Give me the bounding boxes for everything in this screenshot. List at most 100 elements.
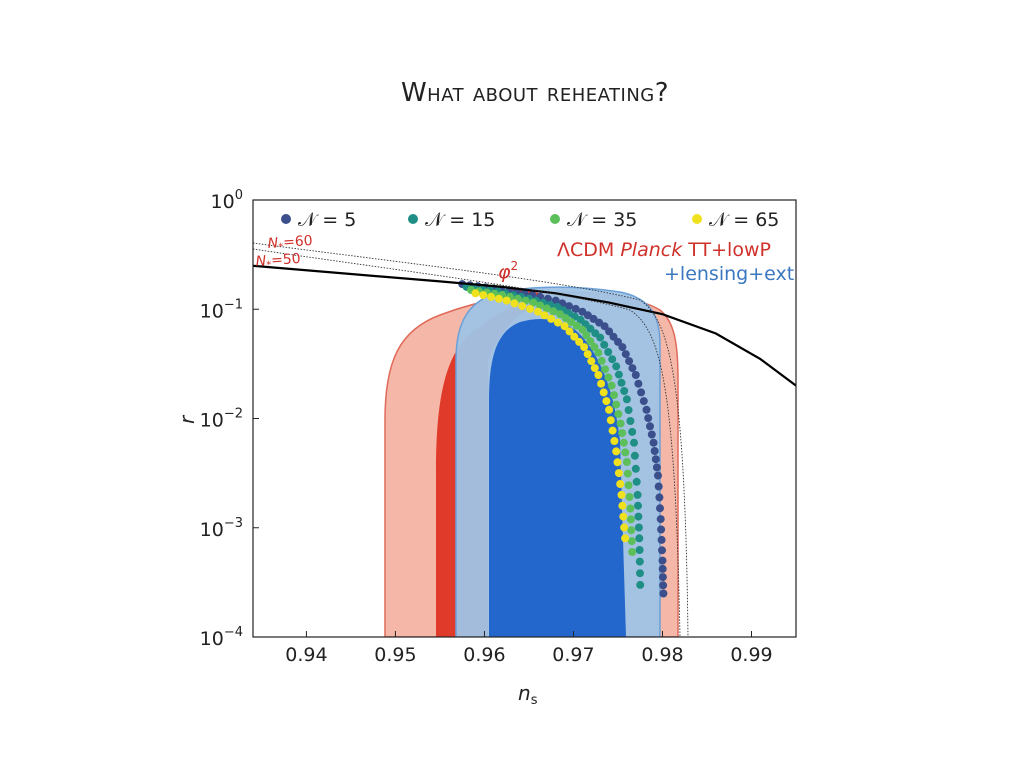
scatter-point bbox=[626, 504, 635, 513]
scatter-point bbox=[627, 526, 636, 535]
scatter-point bbox=[659, 581, 668, 590]
scatter-point bbox=[597, 379, 606, 388]
nstar-60-line bbox=[253, 242, 689, 637]
scatter-point bbox=[658, 564, 667, 573]
scatter-point bbox=[556, 310, 565, 319]
scatter-point bbox=[621, 350, 630, 359]
scatter-point bbox=[570, 332, 579, 341]
scatter-point bbox=[630, 451, 639, 460]
scatter-point bbox=[594, 371, 603, 379]
lensing-inner-region bbox=[489, 319, 626, 637]
scatter-point bbox=[658, 546, 666, 555]
scatter-point bbox=[635, 546, 644, 554]
lensing-ext-label: +lensing+ext bbox=[664, 263, 794, 285]
nstar-50-line bbox=[253, 248, 681, 637]
legend-item: 𝒩 = 5 bbox=[281, 209, 356, 231]
scatter-point bbox=[580, 343, 589, 352]
x-tick-label: 0.96 bbox=[463, 644, 505, 666]
scatter-point bbox=[607, 381, 616, 390]
scatter-point bbox=[612, 400, 621, 409]
legend-item: 𝒩 = 35 bbox=[550, 209, 637, 231]
scatter-point bbox=[634, 512, 643, 521]
scatter-point bbox=[602, 397, 611, 406]
scatter-point bbox=[632, 477, 641, 486]
scatter-point bbox=[654, 471, 662, 480]
y-tick-label: 10−3 bbox=[200, 516, 243, 541]
scatter-point bbox=[518, 302, 527, 311]
scatter-point bbox=[636, 580, 645, 589]
nstar-60-label: N*=60 bbox=[267, 233, 313, 254]
x-tick-label: 0.98 bbox=[641, 644, 683, 666]
scatter-point bbox=[614, 337, 622, 346]
scatter-point bbox=[639, 397, 648, 406]
scatter-point bbox=[608, 355, 617, 364]
scatter-point bbox=[642, 405, 651, 414]
scatter-point bbox=[572, 321, 581, 330]
scatter-point bbox=[654, 482, 663, 491]
x-tick-label: 0.95 bbox=[374, 644, 416, 666]
scatter-point bbox=[583, 350, 592, 359]
scatter-point bbox=[618, 501, 627, 510]
scatter-point bbox=[597, 356, 606, 365]
legend-label: 𝒩 = 15 bbox=[425, 209, 495, 231]
scatter-point bbox=[606, 416, 615, 425]
scatter-point bbox=[618, 343, 627, 352]
scatter-point bbox=[628, 364, 637, 373]
x-tick-label: 0.97 bbox=[552, 644, 594, 666]
scatter-point bbox=[596, 333, 605, 342]
scatter-point bbox=[578, 325, 587, 334]
legend-label: 𝒩 = 35 bbox=[567, 209, 637, 231]
scatter-point bbox=[622, 395, 631, 404]
scatter-point bbox=[494, 294, 503, 303]
scatter-point bbox=[652, 463, 661, 472]
scatter-point bbox=[655, 493, 664, 502]
scatter-point bbox=[599, 388, 608, 397]
scatter-point bbox=[621, 534, 630, 543]
scatter-point bbox=[479, 291, 488, 300]
scatter-point bbox=[659, 589, 668, 598]
scatter-point bbox=[619, 512, 628, 521]
scatter-point bbox=[614, 410, 623, 418]
scatter-point bbox=[600, 322, 609, 331]
scatter-point bbox=[647, 430, 656, 439]
legend: 𝒩 = 5 𝒩 = 15 𝒩 = 35 𝒩 = 65 bbox=[281, 209, 779, 231]
scatter-point bbox=[656, 515, 665, 524]
nstar-50-label: N*=50 bbox=[255, 251, 301, 272]
y-tick-label: 100 bbox=[211, 188, 243, 213]
scatter-series-4 bbox=[471, 289, 630, 543]
scatter-point bbox=[616, 480, 625, 488]
scatter-point bbox=[582, 331, 591, 340]
scatter-point bbox=[565, 302, 573, 311]
scatter-point bbox=[626, 515, 635, 524]
scatter-point bbox=[626, 417, 635, 425]
scatter-point bbox=[620, 387, 629, 395]
x-tick-label: 0.94 bbox=[285, 644, 327, 666]
scatter-point bbox=[625, 357, 634, 366]
scatter-point bbox=[540, 311, 549, 320]
scatter-point bbox=[618, 429, 627, 438]
scatter-point bbox=[612, 362, 621, 371]
scatter-point bbox=[617, 378, 626, 387]
scatter-point bbox=[633, 490, 642, 499]
scatter-point bbox=[620, 523, 629, 532]
y-tick-label: 10−4 bbox=[200, 625, 243, 650]
planck-tt-lowp-label: ΛCDM Planck TT+lowP bbox=[557, 239, 771, 261]
scatter-point bbox=[590, 364, 599, 373]
scatter-point bbox=[529, 298, 538, 307]
phi2-label: φ2 bbox=[498, 259, 518, 283]
scatter-point bbox=[628, 427, 637, 436]
scatter-point bbox=[533, 307, 542, 316]
scatter-point bbox=[575, 337, 584, 346]
scatter-point bbox=[487, 292, 496, 301]
x-axis-ticks: 0.94 0.95 0.96 0.97 0.98 0.99 bbox=[285, 631, 773, 666]
scatter-point bbox=[549, 307, 558, 316]
scatter-point bbox=[622, 458, 631, 466]
scatter-point bbox=[553, 318, 562, 327]
scatter-point bbox=[630, 438, 638, 447]
scatter-point bbox=[526, 304, 535, 313]
legend-label: 𝒩 = 5 bbox=[298, 209, 356, 231]
scatter-point bbox=[635, 534, 644, 543]
scatter-point bbox=[625, 492, 634, 501]
scatter-point bbox=[628, 548, 637, 556]
